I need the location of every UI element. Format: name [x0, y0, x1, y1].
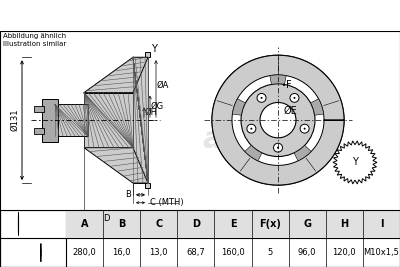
Text: C: C: [155, 219, 162, 229]
Circle shape: [247, 124, 256, 133]
Circle shape: [283, 84, 285, 86]
Text: 16,0: 16,0: [112, 248, 131, 257]
Text: 68,7: 68,7: [186, 248, 205, 257]
Circle shape: [241, 84, 315, 156]
Circle shape: [257, 93, 266, 102]
Text: M10x1,5: M10x1,5: [364, 248, 399, 257]
Circle shape: [290, 93, 299, 102]
Text: D: D: [103, 214, 109, 222]
Bar: [34, 128, 44, 134]
Circle shape: [212, 55, 344, 185]
Text: ØE: ØE: [284, 106, 298, 116]
Circle shape: [260, 103, 296, 138]
Bar: [55, 104, 88, 136]
Bar: [145, 183, 150, 188]
Text: Y: Y: [151, 44, 157, 54]
Text: F: F: [286, 80, 292, 90]
Circle shape: [260, 97, 262, 99]
Text: 5: 5: [268, 248, 273, 257]
Text: ØG: ØG: [151, 102, 164, 111]
Text: 120,0: 120,0: [332, 248, 356, 257]
Text: Abbildung ähnlich: Abbildung ähnlich: [3, 33, 66, 39]
Text: 24.0116-0216.1    416216: 24.0116-0216.1 416216: [100, 8, 300, 22]
Bar: [145, 52, 150, 57]
Circle shape: [304, 128, 306, 130]
Polygon shape: [212, 55, 344, 185]
Bar: [42, 99, 58, 142]
Text: 13,0: 13,0: [150, 248, 168, 257]
Circle shape: [277, 147, 279, 149]
Polygon shape: [270, 75, 286, 84]
Text: E: E: [230, 219, 236, 229]
Bar: [84, 93, 133, 148]
Text: I: I: [380, 219, 383, 229]
Polygon shape: [245, 145, 262, 161]
Circle shape: [250, 128, 252, 130]
Text: B: B: [118, 219, 125, 229]
Text: H: H: [340, 219, 348, 229]
Text: ate: ate: [202, 125, 258, 154]
Text: F(x): F(x): [259, 219, 281, 229]
Polygon shape: [232, 99, 245, 115]
Text: C (MTH): C (MTH): [150, 198, 184, 207]
Text: Ø131: Ø131: [10, 109, 19, 131]
Polygon shape: [294, 145, 311, 161]
Bar: [34, 106, 44, 112]
Polygon shape: [333, 141, 377, 184]
Polygon shape: [84, 57, 148, 93]
Bar: [133, 57, 148, 183]
Text: 160,0: 160,0: [221, 248, 245, 257]
Text: ØA: ØA: [157, 81, 169, 90]
Text: B: B: [125, 190, 131, 199]
Text: D: D: [192, 219, 200, 229]
Text: A: A: [81, 219, 88, 229]
Text: ØH: ØH: [145, 108, 158, 117]
Polygon shape: [311, 99, 324, 115]
Text: 280,0: 280,0: [73, 248, 96, 257]
Circle shape: [294, 97, 296, 99]
Circle shape: [274, 143, 282, 152]
Text: G: G: [303, 219, 311, 229]
Text: 96,0: 96,0: [298, 248, 316, 257]
Bar: [66, 210, 400, 238]
Text: Y: Y: [352, 158, 358, 167]
Circle shape: [300, 124, 309, 133]
Polygon shape: [84, 148, 148, 183]
Text: Illustration similar: Illustration similar: [3, 41, 66, 46]
